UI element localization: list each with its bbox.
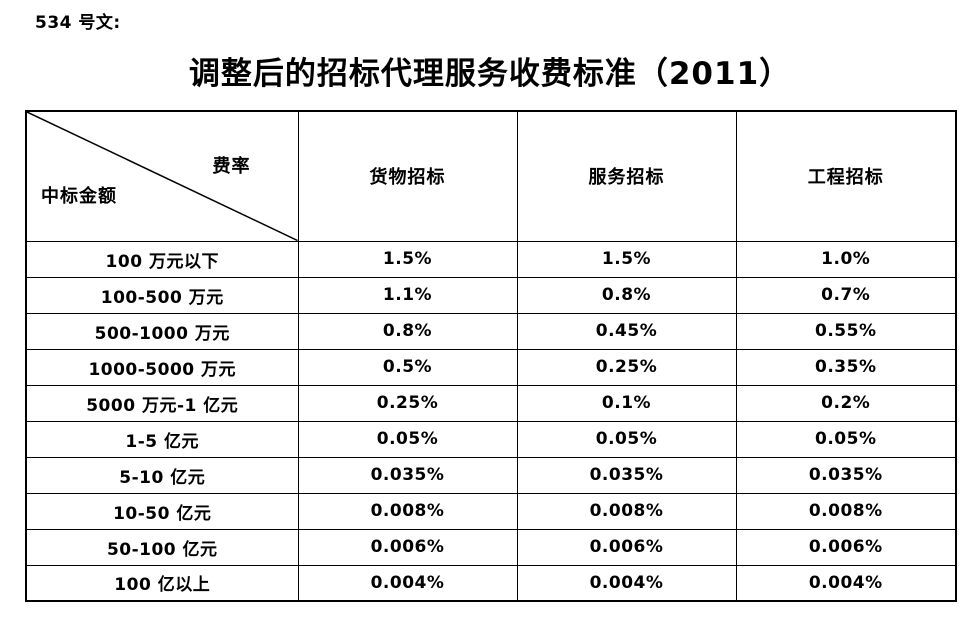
table-row: 50-100 亿元 0.006% 0.006% 0.006% bbox=[25, 528, 957, 566]
services-rate-cell: 0.008% bbox=[516, 492, 737, 530]
diagonal-divider-line bbox=[27, 112, 298, 241]
services-rate-cell: 0.004% bbox=[516, 564, 737, 602]
amount-cell: 1000-5000 万元 bbox=[25, 348, 299, 386]
services-rate-cell: 1.5% bbox=[516, 240, 737, 278]
table-row: 100-500 万元 1.1% 0.8% 0.7% bbox=[25, 276, 957, 314]
table-row: 1-5 亿元 0.05% 0.05% 0.05% bbox=[25, 420, 957, 458]
column-header-services: 服务招标 bbox=[516, 110, 737, 242]
amount-cell: 500-1000 万元 bbox=[25, 312, 299, 350]
goods-rate-cell: 0.035% bbox=[297, 456, 518, 494]
services-rate-cell: 0.05% bbox=[516, 420, 737, 458]
fee-rate-table: 费率 中标金额 货物招标 服务招标 工程招标 100 万元以下 1.5% 1.5… bbox=[25, 110, 957, 602]
engineering-rate-cell: 0.55% bbox=[735, 312, 957, 350]
services-rate-cell: 0.45% bbox=[516, 312, 737, 350]
engineering-rate-cell: 0.008% bbox=[735, 492, 957, 530]
services-rate-cell: 0.8% bbox=[516, 276, 737, 314]
services-rate-cell: 0.25% bbox=[516, 348, 737, 386]
page-title: 调整后的招标代理服务收费标准（2011） bbox=[188, 56, 792, 92]
engineering-rate-cell: 0.05% bbox=[735, 420, 957, 458]
table-row: 5000 万元-1 亿元 0.25% 0.1% 0.2% bbox=[25, 384, 957, 422]
goods-rate-cell: 0.25% bbox=[297, 384, 518, 422]
goods-rate-cell: 0.004% bbox=[297, 564, 518, 602]
amount-cell: 100-500 万元 bbox=[25, 276, 299, 314]
engineering-rate-cell: 0.006% bbox=[735, 528, 957, 566]
amount-cell: 100 万元以下 bbox=[25, 240, 299, 278]
amount-cell: 5000 万元-1 亿元 bbox=[25, 384, 299, 422]
amount-cell: 1-5 亿元 bbox=[25, 420, 299, 458]
engineering-rate-cell: 0.2% bbox=[735, 384, 957, 422]
goods-rate-cell: 0.5% bbox=[297, 348, 518, 386]
goods-rate-cell: 0.008% bbox=[297, 492, 518, 530]
column-header-goods: 货物招标 bbox=[297, 110, 518, 242]
corner-label-amount: 中标金额 bbox=[41, 186, 117, 207]
goods-rate-cell: 1.1% bbox=[297, 276, 518, 314]
table-row: 100 万元以下 1.5% 1.5% 1.0% bbox=[25, 240, 957, 278]
table-row: 100 亿以上 0.004% 0.004% 0.004% bbox=[25, 564, 957, 602]
table-header-row: 费率 中标金额 货物招标 服务招标 工程招标 bbox=[25, 110, 957, 242]
engineering-rate-cell: 0.7% bbox=[735, 276, 957, 314]
corner-header-cell: 费率 中标金额 bbox=[25, 110, 299, 242]
goods-rate-cell: 1.5% bbox=[297, 240, 518, 278]
services-rate-cell: 0.006% bbox=[516, 528, 737, 566]
table-row: 1000-5000 万元 0.5% 0.25% 0.35% bbox=[25, 348, 957, 386]
amount-cell: 100 亿以上 bbox=[25, 564, 299, 602]
services-rate-cell: 0.035% bbox=[516, 456, 737, 494]
corner-label-rate: 费率 bbox=[212, 156, 251, 177]
table-row: 10-50 亿元 0.008% 0.008% 0.008% bbox=[25, 492, 957, 530]
goods-rate-cell: 0.8% bbox=[297, 312, 518, 350]
services-rate-cell: 0.1% bbox=[516, 384, 737, 422]
goods-rate-cell: 0.05% bbox=[297, 420, 518, 458]
engineering-rate-cell: 1.0% bbox=[735, 240, 957, 278]
engineering-rate-cell: 0.35% bbox=[735, 348, 957, 386]
engineering-rate-cell: 0.035% bbox=[735, 456, 957, 494]
table-row: 500-1000 万元 0.8% 0.45% 0.55% bbox=[25, 312, 957, 350]
amount-cell: 5-10 亿元 bbox=[25, 456, 299, 494]
amount-cell: 50-100 亿元 bbox=[25, 528, 299, 566]
amount-cell: 10-50 亿元 bbox=[25, 492, 299, 530]
table-row: 5-10 亿元 0.035% 0.035% 0.035% bbox=[25, 456, 957, 494]
column-header-engineering: 工程招标 bbox=[735, 110, 957, 242]
engineering-rate-cell: 0.004% bbox=[735, 564, 957, 602]
doc-ref: 534 号文: bbox=[35, 13, 121, 33]
goods-rate-cell: 0.006% bbox=[297, 528, 518, 566]
